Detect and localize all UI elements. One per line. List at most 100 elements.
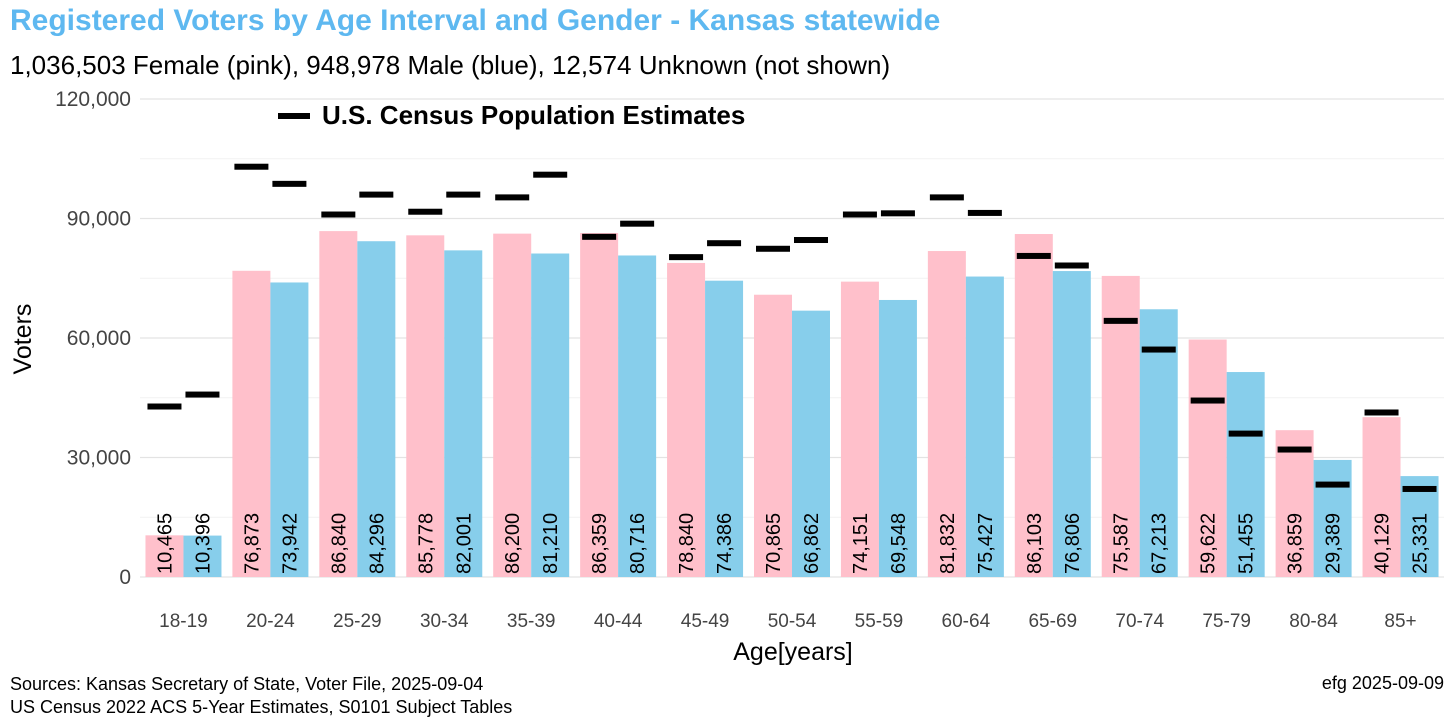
y-axis: 0 30,000 60,000 90,000 120,000: [55, 88, 131, 589]
x-tick-label: 55-59: [855, 611, 904, 632]
bar-label-female-45-49: 78,840: [676, 513, 698, 574]
bar-female-30-34: [406, 235, 445, 577]
bar-male-80-84: [1313, 459, 1352, 577]
census-marker-male-75-79: [1228, 430, 1263, 437]
bar-male-75-79: [1226, 372, 1265, 577]
x-tick-label: 80-84: [1289, 611, 1338, 632]
bar-label-male-20-24: 73,942: [279, 513, 301, 574]
x-tick-label: 45-49: [681, 611, 730, 632]
census-marker-male-50-54: [794, 237, 828, 244]
bar-female-80-84: [1275, 430, 1314, 577]
census-marker-female-30-34: [408, 208, 443, 215]
bar-label-female-80-84: 36,859: [1285, 513, 1307, 574]
x-tick-label: 70-74: [1115, 611, 1164, 632]
bar-male-20-24: [270, 282, 309, 577]
census-marker-female-55-59: [842, 211, 877, 218]
sources-line-2: US Census 2022 ACS 5-Year Estimates, S01…: [10, 697, 513, 717]
x-tick-label: 30-34: [420, 611, 469, 632]
census-marker-male-65-69: [1054, 262, 1089, 269]
census-marker-female-18-19: [147, 403, 182, 410]
bar-label-female-30-34: 85,778: [415, 513, 437, 574]
census-marker-male-20-24: [272, 180, 307, 187]
y-tick-label: 120,000: [55, 88, 131, 111]
x-tick-label: 40-44: [594, 611, 643, 632]
bar-male-30-34: [444, 250, 483, 578]
legend: U.S. Census Population Estimates: [278, 100, 745, 130]
bar-label-female-65-69: 86,103: [1024, 513, 1046, 574]
bar-male-35-39: [531, 253, 570, 578]
bar-label-male-30-34: 82,001: [453, 513, 475, 574]
bar-label-male-60-64: 75,427: [975, 513, 997, 574]
bar-label-female-50-54: 70,865: [763, 513, 785, 574]
x-axis-title: Age[years]: [733, 638, 853, 666]
bar-label-male-50-54: 66,862: [801, 513, 823, 574]
chart-subtitle: 1,036,503 Female (pink), 948,978 Male (b…: [10, 50, 891, 80]
bar-female-50-54: [754, 294, 792, 577]
bar-label-male-85+: 25,331: [1410, 513, 1432, 574]
bar-label-male-35-39: 81,210: [540, 513, 562, 574]
bar-label-male-25-29: 84,296: [366, 513, 388, 574]
census-marker-female-45-49: [669, 254, 704, 261]
bar-label-male-75-79: 51,455: [1236, 513, 1258, 574]
bar-female-20-24: [232, 270, 271, 577]
census-marker-female-60-64: [929, 194, 964, 201]
sources-note: Sources: Kansas Secretary of State, Vote…: [10, 673, 512, 719]
census-marker-female-80-84: [1277, 446, 1312, 453]
bar-label-male-45-49: 74,386: [714, 513, 736, 574]
x-tick-label: 50-54: [768, 611, 817, 632]
y-axis-title: Voters: [9, 304, 37, 375]
bar-label-male-40-44: 80,716: [627, 513, 649, 574]
x-tick-label: 20-24: [246, 611, 295, 632]
bar-label-male-55-59: 69,548: [888, 513, 910, 574]
bar-label-female-40-44: 86,359: [589, 513, 611, 574]
x-tick-label: 75-79: [1202, 611, 1251, 632]
bar-label-male-18-19: 10,396: [192, 513, 214, 574]
census-marker-male-25-29: [359, 191, 394, 198]
legend-census-label: U.S. Census Population Estimates: [322, 100, 745, 130]
bar-male-50-54: [792, 310, 830, 577]
legend-census-swatch: [278, 113, 310, 119]
bar-label-female-55-59: 74,151: [850, 513, 872, 574]
census-marker-male-45-49: [707, 240, 742, 247]
census-marker-male-35-39: [533, 171, 568, 178]
bar-female-45-49: [667, 262, 706, 577]
bar-female-18-19: [145, 535, 184, 577]
census-marker-female-35-39: [495, 194, 530, 201]
x-tick-label: 60-64: [942, 611, 991, 632]
census-marker-male-18-19: [185, 391, 220, 398]
bar-label-male-70-74: 67,213: [1149, 513, 1171, 574]
bar-female-35-39: [493, 233, 532, 578]
bar-male-40-44: [618, 255, 657, 577]
census-marker-male-70-74: [1141, 346, 1176, 353]
bar-value-labels: 10,465 10,396 76,873 73,942 86,840 84,296 85,7…: [154, 513, 1431, 574]
bar-label-male-65-69: 76,806: [1062, 513, 1084, 574]
bar-label-female-85+: 40,129: [1372, 513, 1394, 574]
bar-label-female-20-24: 76,873: [241, 513, 263, 574]
x-tick-label: 35-39: [507, 611, 556, 632]
bar-label-female-18-19: 10,465: [154, 513, 176, 574]
census-marker-female-65-69: [1016, 252, 1051, 259]
census-marker-female-85+: [1364, 409, 1399, 416]
census-marker-female-25-29: [321, 211, 356, 218]
bar-male-25-29: [357, 241, 396, 577]
census-marker-male-55-59: [880, 210, 915, 217]
bar-male-70-74: [1139, 309, 1178, 577]
census-marker-female-40-44: [582, 233, 617, 240]
census-marker-male-40-44: [620, 220, 655, 227]
census-marker-male-80-84: [1315, 481, 1350, 488]
bar-male-65-69: [1052, 271, 1091, 577]
bar-female-75-79: [1188, 339, 1227, 577]
census-markers: [147, 163, 1437, 492]
bar-female-40-44: [580, 233, 619, 578]
bar-female-70-74: [1101, 275, 1140, 577]
author-credit: efg 2025-09-09: [1321, 673, 1444, 693]
bar-male-18-19: [183, 535, 222, 577]
y-tick-label: 0: [119, 566, 131, 589]
bar-male-55-59: [878, 299, 917, 577]
y-tick-label: 30,000: [67, 447, 131, 470]
bar-label-female-35-39: 86,200: [502, 513, 524, 574]
bar-female-25-29: [319, 231, 358, 577]
bars: [145, 231, 1439, 578]
census-marker-female-50-54: [756, 245, 790, 252]
